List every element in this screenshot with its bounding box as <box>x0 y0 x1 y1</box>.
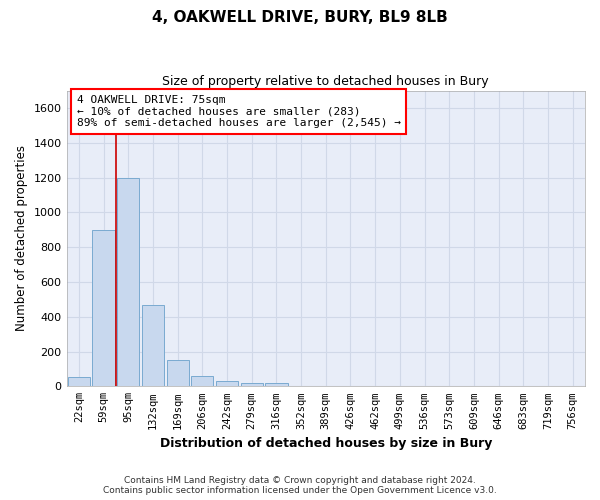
Bar <box>265 383 287 386</box>
Bar <box>117 178 139 386</box>
Title: Size of property relative to detached houses in Bury: Size of property relative to detached ho… <box>163 75 489 88</box>
Text: 4, OAKWELL DRIVE, BURY, BL9 8LB: 4, OAKWELL DRIVE, BURY, BL9 8LB <box>152 10 448 25</box>
Bar <box>216 381 238 386</box>
X-axis label: Distribution of detached houses by size in Bury: Distribution of detached houses by size … <box>160 437 492 450</box>
Text: 4 OAKWELL DRIVE: 75sqm
← 10% of detached houses are smaller (283)
89% of semi-de: 4 OAKWELL DRIVE: 75sqm ← 10% of detached… <box>77 95 401 128</box>
Bar <box>92 230 115 386</box>
Bar <box>68 376 90 386</box>
Y-axis label: Number of detached properties: Number of detached properties <box>15 146 28 332</box>
Bar <box>142 306 164 386</box>
Text: Contains HM Land Registry data © Crown copyright and database right 2024.
Contai: Contains HM Land Registry data © Crown c… <box>103 476 497 495</box>
Bar <box>167 360 189 386</box>
Bar <box>241 383 263 386</box>
Bar <box>191 376 214 386</box>
